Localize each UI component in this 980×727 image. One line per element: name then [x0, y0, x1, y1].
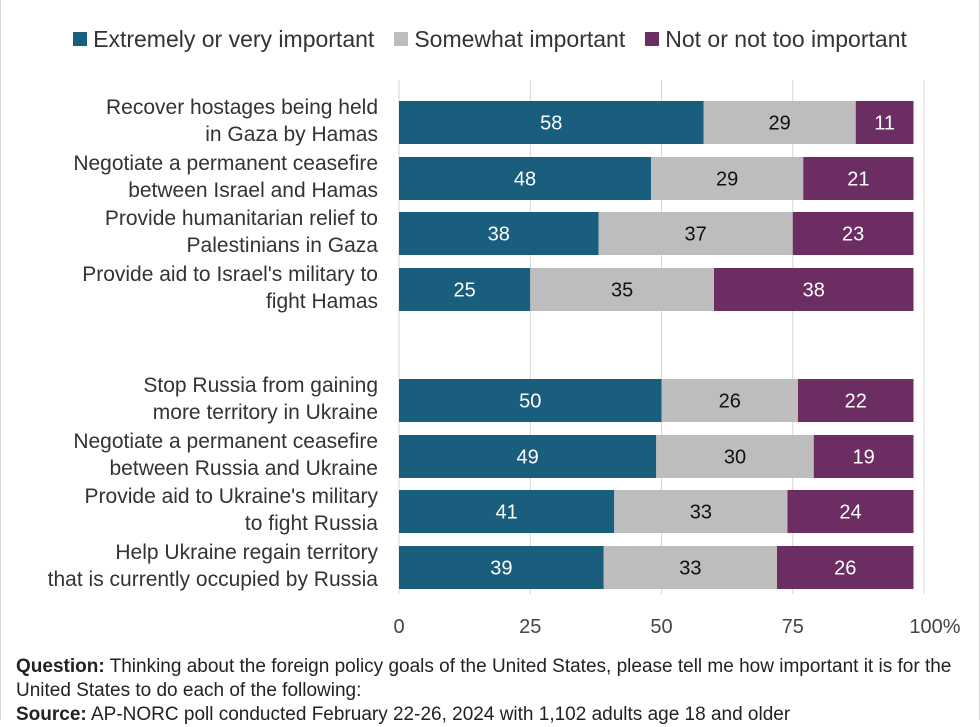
bar-segment	[661, 379, 798, 422]
legend-label: Somewhat important	[414, 25, 626, 52]
data-label: 19	[853, 447, 875, 469]
legend-swatch	[73, 32, 88, 46]
category-label: Negotiate a permanent ceasefire between …	[0, 428, 378, 482]
bar-segment	[399, 212, 599, 255]
x-tick-label: 50	[650, 616, 672, 638]
data-label: 37	[685, 224, 707, 246]
bar-segment	[399, 490, 615, 533]
category-label-line: more territory in Ukraine	[152, 400, 378, 424]
data-label: 21	[847, 169, 869, 191]
data-label: 11	[874, 113, 895, 135]
category-label-line: Provide aid to Israel's military to	[82, 262, 378, 286]
bar-segment	[399, 546, 604, 589]
bar-segment	[399, 435, 657, 478]
bar-segment	[703, 101, 856, 144]
data-label: 50	[519, 391, 541, 413]
category-label: Provide aid to Ukraine's military to figh…	[0, 483, 378, 537]
legend-swatch	[394, 32, 409, 46]
data-label: 41	[496, 502, 518, 524]
category-label-line: Provide aid to Ukraine's military	[84, 484, 378, 508]
bar-segment	[787, 490, 914, 533]
bar-segment	[603, 546, 777, 589]
legend-item: Somewhat important	[394, 26, 625, 53]
bar-segment	[813, 435, 914, 478]
x-tick-label: 25	[519, 616, 541, 638]
bar-segment	[530, 268, 714, 311]
category-label-line: Recover hostages being held	[105, 95, 378, 119]
frame-left-line	[0, 0, 1, 720]
bar-segment	[792, 212, 914, 255]
data-label: 22	[845, 391, 867, 413]
data-label: 38	[803, 280, 825, 302]
category-label: Recover hostages being held in Gaza by Ha…	[0, 94, 378, 148]
x-tick-label: 0	[393, 616, 404, 638]
category-label-line: Negotiate a permanent ceasefire	[73, 151, 378, 175]
category-label-line: Negotiate a permanent ceasefire	[73, 429, 378, 453]
data-label: 30	[724, 447, 746, 469]
category-label-line: Stop Russia from gaining	[143, 373, 378, 397]
category-label: Negotiate a permanent ceasefire between I…	[0, 150, 378, 204]
category-label-line: Provide humanitarian relief to	[104, 206, 378, 230]
bar-segment	[399, 379, 662, 422]
bar-segment	[656, 435, 814, 478]
bar-segment	[777, 546, 914, 589]
legend-label: Extremely or very important	[93, 25, 375, 52]
bar-segment	[855, 101, 914, 144]
bar-segment	[598, 212, 793, 255]
bar-segment	[651, 157, 804, 200]
category-label: Stop Russia from gaining more territory i…	[0, 372, 378, 426]
bar-segment	[399, 157, 651, 200]
category-label: Help Ukraine regain territory that is cur…	[0, 539, 378, 593]
data-label: 39	[490, 558, 512, 580]
data-label: 29	[716, 169, 738, 191]
legend: Extremely or very important Somewhat impo…	[0, 22, 980, 56]
category-label-line: fight Hamas	[265, 289, 378, 313]
footer-notes: Question: Thinking about the foreign pol…	[16, 655, 966, 727]
category-label-line: between Israel and Hamas	[128, 178, 378, 202]
data-label: 26	[719, 391, 741, 413]
bar-segment	[614, 490, 788, 533]
chart-plot: 0 25 50 75 100% 58 29 11 48 29 21 38 37 23 25 35 38 50 26 2…	[393, 80, 961, 638]
bar-segment	[399, 101, 704, 144]
x-tick-label: 75	[782, 616, 804, 638]
category-label-line: Help Ukraine regain territory	[115, 540, 378, 564]
data-label: 24	[839, 502, 861, 524]
category-label-line: Palestinians in Gaza	[186, 233, 378, 257]
legend-label: Not or not too important	[665, 25, 907, 52]
data-label: 35	[611, 280, 633, 302]
source-text: AP-NORC poll conducted February 22-26, 2…	[86, 704, 791, 725]
legend-item: Extremely or very important	[73, 26, 374, 53]
data-label: 25	[454, 280, 476, 302]
data-label: 33	[690, 502, 712, 524]
question-text: Thinking about the foreign policy goals …	[16, 656, 952, 701]
bar-segment	[399, 268, 531, 311]
source-label: Source:	[16, 704, 87, 725]
category-label: Provide humanitarian relief to Palestinia…	[0, 205, 378, 259]
data-label: 48	[514, 169, 536, 191]
category-label-line: between Russia and Ukraine	[109, 456, 379, 480]
bar-segment	[798, 379, 914, 422]
data-label: 33	[679, 558, 701, 580]
question-note: Question: Thinking about the foreign pol…	[16, 655, 966, 703]
data-label: 58	[540, 113, 562, 135]
bar-segment	[803, 157, 914, 200]
category-label: Provide aid to Israel's military to fight…	[0, 261, 378, 315]
question-label: Question:	[16, 656, 105, 677]
source-note: Source: AP-NORC poll conducted February …	[16, 703, 966, 727]
data-label: 23	[842, 224, 864, 246]
data-label: 38	[488, 224, 510, 246]
x-tick-label: 100%	[909, 616, 960, 638]
data-label: 26	[834, 558, 856, 580]
legend-swatch	[645, 32, 660, 46]
bar-segment	[714, 268, 914, 311]
category-label-line: that is currently occupied by Russia	[47, 567, 378, 591]
data-label: 29	[769, 113, 791, 135]
category-label-line: to fight Russia	[244, 511, 378, 535]
category-label-line: in Gaza by Hamas	[205, 122, 378, 146]
legend-item: Not or not too important	[645, 26, 907, 53]
data-label: 49	[517, 447, 539, 469]
